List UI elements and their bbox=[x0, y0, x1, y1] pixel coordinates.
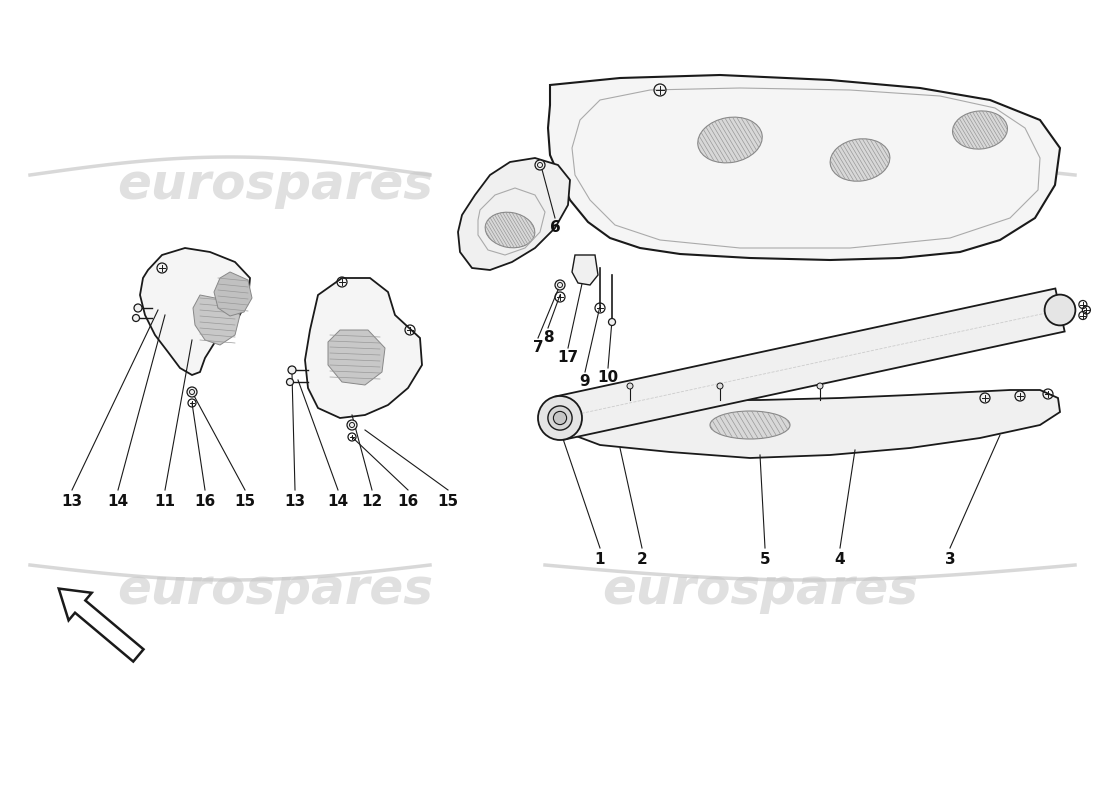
Circle shape bbox=[556, 280, 565, 290]
Text: 14: 14 bbox=[328, 494, 349, 510]
Polygon shape bbox=[58, 589, 143, 662]
Text: eurospares: eurospares bbox=[117, 566, 433, 614]
Text: 10: 10 bbox=[597, 370, 618, 386]
Circle shape bbox=[134, 304, 142, 312]
Text: 16: 16 bbox=[397, 494, 419, 510]
Ellipse shape bbox=[710, 411, 790, 439]
Polygon shape bbox=[458, 158, 570, 270]
Circle shape bbox=[538, 396, 582, 440]
Circle shape bbox=[535, 160, 544, 170]
Polygon shape bbox=[556, 289, 1065, 439]
Text: 4: 4 bbox=[835, 553, 845, 567]
Polygon shape bbox=[192, 295, 240, 345]
Text: eurospares: eurospares bbox=[602, 566, 918, 614]
Circle shape bbox=[288, 366, 296, 374]
Text: 14: 14 bbox=[108, 494, 129, 510]
Text: 1: 1 bbox=[595, 553, 605, 567]
Text: 5: 5 bbox=[760, 553, 770, 567]
Circle shape bbox=[187, 387, 197, 397]
Text: 8: 8 bbox=[542, 330, 553, 346]
Text: 15: 15 bbox=[438, 494, 459, 510]
Ellipse shape bbox=[485, 212, 535, 248]
Text: 13: 13 bbox=[62, 494, 82, 510]
Text: 12: 12 bbox=[362, 494, 383, 510]
Polygon shape bbox=[572, 255, 598, 285]
Circle shape bbox=[346, 420, 358, 430]
Ellipse shape bbox=[830, 138, 890, 182]
Circle shape bbox=[817, 383, 823, 389]
Text: 13: 13 bbox=[285, 494, 306, 510]
Text: 11: 11 bbox=[154, 494, 176, 510]
Polygon shape bbox=[548, 75, 1060, 260]
Text: 15: 15 bbox=[234, 494, 255, 510]
Polygon shape bbox=[558, 390, 1060, 458]
Text: 9: 9 bbox=[580, 374, 591, 390]
Text: 16: 16 bbox=[195, 494, 216, 510]
Circle shape bbox=[717, 383, 723, 389]
Circle shape bbox=[1045, 294, 1076, 326]
Text: eurospares: eurospares bbox=[117, 161, 433, 209]
Text: 7: 7 bbox=[532, 341, 543, 355]
Text: eurospares: eurospares bbox=[602, 161, 918, 209]
Text: 6: 6 bbox=[550, 221, 560, 235]
Circle shape bbox=[608, 318, 616, 326]
Ellipse shape bbox=[953, 111, 1008, 149]
Polygon shape bbox=[214, 272, 252, 316]
Circle shape bbox=[132, 314, 140, 322]
Circle shape bbox=[286, 378, 294, 386]
Circle shape bbox=[627, 383, 632, 389]
Ellipse shape bbox=[697, 117, 762, 163]
Text: 17: 17 bbox=[558, 350, 579, 366]
Circle shape bbox=[553, 411, 566, 425]
Polygon shape bbox=[328, 330, 385, 385]
Circle shape bbox=[548, 406, 572, 430]
Polygon shape bbox=[305, 278, 422, 418]
Text: 3: 3 bbox=[945, 553, 955, 567]
Text: 2: 2 bbox=[637, 553, 648, 567]
Polygon shape bbox=[140, 248, 250, 375]
